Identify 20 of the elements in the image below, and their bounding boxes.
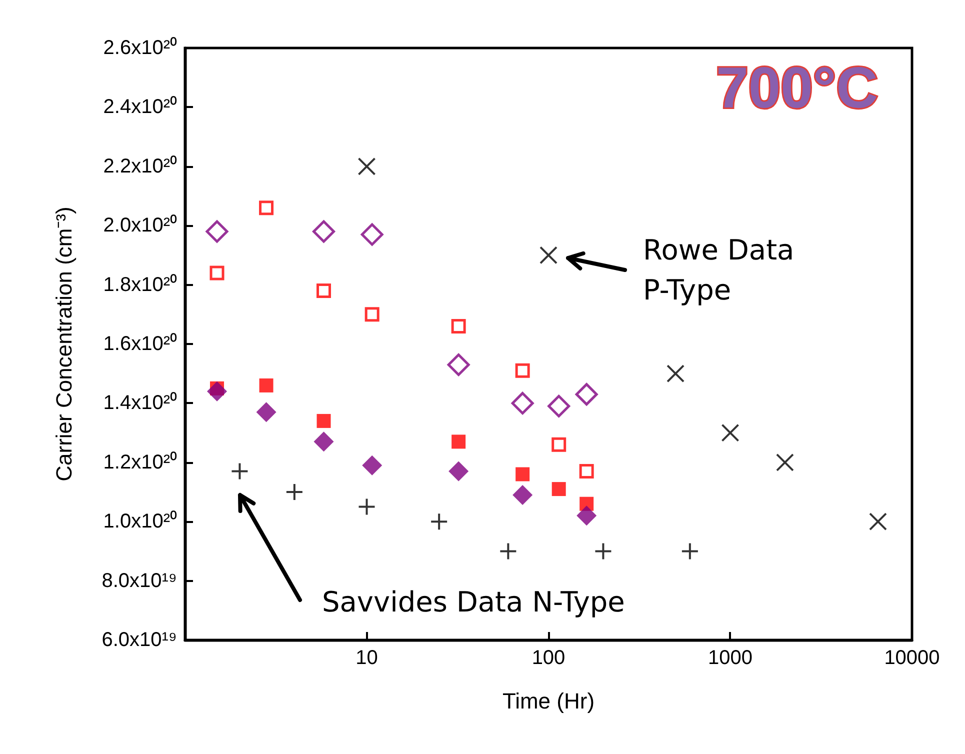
x-tick-label: 10000 [884,647,940,669]
y-tick-label: 1.0x10²⁰ [103,510,177,533]
x-tick-label: 10 [356,647,378,669]
annotation: Rowe Data P-Type [643,234,804,306]
chart-title: 700°C [716,56,878,120]
y-tick-label: 2.0x10²⁰ [103,214,177,237]
y-tick-label: 6.0x10¹⁹ [102,629,177,651]
x-tick-label: 1000 [708,647,752,669]
y-tick-label: 1.8x10²⁰ [103,272,177,296]
x-tick-label: 100 [532,647,566,669]
y-tick-label: 2.2x10²⁰ [103,154,177,178]
y-axis-title: Carrier Concentration (cm⁻³) [52,206,76,482]
y-tick-label: 1.6x10²⁰ [103,332,177,355]
annotation: Savvides Data N-Type [322,586,625,618]
x-axis-title: Time (Hr) [502,688,595,714]
y-tick-label: 1.4x10²⁰ [103,391,177,414]
y-tick-label: 8.0x10¹⁹ [102,570,177,592]
y-tick-label: 2.4x10²⁰ [103,95,177,118]
y-tick-label: 2.6x10²⁰ [103,36,177,59]
y-tick-label: 1.2x10²⁰ [103,450,177,474]
